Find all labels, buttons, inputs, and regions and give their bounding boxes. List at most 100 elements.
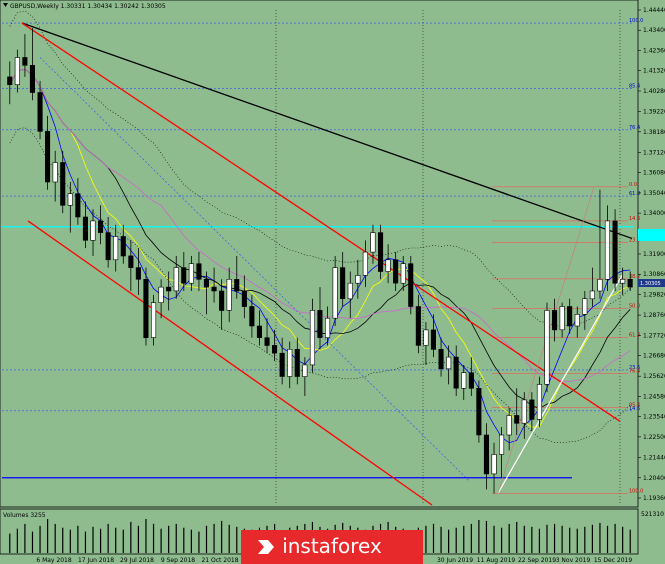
- price-tick-label-20: 1.23540: [643, 414, 665, 421]
- current-price-badge: [638, 279, 665, 287]
- candle-body-52: [400, 263, 406, 284]
- fib-right-label-3: 38.2: [629, 274, 640, 280]
- candle-body-24: [188, 263, 194, 284]
- candle-body-54: [415, 306, 421, 346]
- candle-body-64: [491, 454, 497, 475]
- candle-body-3: [29, 65, 36, 93]
- candle-body-31: [241, 290, 247, 307]
- fib-left-label-2: 76.4: [629, 125, 640, 131]
- channel-lower-line: [27, 220, 433, 506]
- candle-body-76: [582, 298, 588, 315]
- candle-body-56: [430, 329, 437, 350]
- fib-left-label-0: 100.0: [629, 18, 643, 24]
- candle-body-25: [196, 263, 202, 280]
- candle-body-62: [476, 387, 482, 436]
- candle-body-32: [249, 306, 255, 327]
- candle-body-8: [67, 193, 73, 206]
- candle-body-28: [219, 290, 225, 311]
- fib-right-label-5: 61.8: [629, 333, 640, 339]
- candle-body-36: [279, 352, 285, 377]
- candle-body-79: [604, 220, 611, 280]
- price-tick-label-5: 1.39220: [643, 109, 665, 116]
- fib-right-label-7: 85.4: [629, 403, 640, 409]
- candle-body-17: [135, 267, 141, 280]
- candle-body-29: [226, 278, 232, 311]
- candle-body-19: [151, 302, 157, 338]
- price-tick-label-2: 1.42360: [643, 47, 665, 54]
- candle-body-12: [98, 220, 104, 233]
- candle-body-20: [158, 286, 164, 304]
- candle-body-9: [75, 193, 81, 218]
- date-tick-label-2: 29 Jul 2018: [120, 557, 154, 564]
- candle-body-16: [128, 255, 134, 268]
- candle-body-65: [498, 434, 505, 455]
- candle-body-51: [393, 259, 399, 284]
- candle-body-70: [536, 384, 543, 420]
- candle-body-5: [44, 131, 51, 183]
- candle-body-49: [377, 232, 384, 272]
- header-dropdown-icon[interactable]: [3, 3, 8, 7]
- price-tick-label-16: 1.27720: [643, 332, 665, 339]
- candle-body-47: [362, 251, 368, 276]
- instaforex-mark-icon: [258, 540, 274, 554]
- candle-body-14: [113, 236, 119, 261]
- descending-trendline: [21, 22, 633, 240]
- date-tick-label-7: 22 Sep 2019: [518, 557, 556, 564]
- fib-left-label-4: 23.6: [629, 365, 640, 371]
- candle-body-21: [166, 286, 172, 292]
- candle-body-10: [82, 216, 88, 241]
- logo-text: instaforex: [282, 534, 382, 558]
- price-tick-label-19: 1.24580: [643, 393, 665, 400]
- price-tick-label-14: 1.29820: [643, 291, 665, 298]
- trend-drawings: [21, 22, 633, 506]
- ascending-support-line: [497, 275, 623, 494]
- price-tick-label-3: 1.41320: [643, 68, 665, 75]
- fib-right-label-6: 76.4: [629, 369, 640, 375]
- candle-body-4: [37, 92, 43, 132]
- date-tick-label-5: 30 Jun 2019: [437, 557, 473, 564]
- candle-body-67: [514, 415, 520, 424]
- fib-left-label-5: 14.6: [629, 406, 640, 412]
- price-tick-label-0: 1.44440: [643, 7, 665, 14]
- candle-body-46: [355, 275, 361, 284]
- date-tick-label-9: 15 Dec 2019: [594, 557, 633, 564]
- volume-label: Volumes 3255: [3, 512, 46, 519]
- candle-body-6: [52, 162, 58, 183]
- fib-right-label-0: 0.0: [629, 182, 637, 188]
- band-lower-line: [9, 127, 631, 444]
- candle-body-7: [60, 162, 66, 206]
- instaforex-logo[interactable]: instaforex: [241, 530, 423, 564]
- candle-body-75: [574, 313, 580, 327]
- candle-body-43: [332, 267, 338, 319]
- candle-body-35: [271, 345, 278, 354]
- candle-body-59: [453, 356, 459, 389]
- candle-body-2: [22, 57, 28, 66]
- date-tick-label-3: 9 Sep 2018: [161, 557, 195, 564]
- candle-body-57: [438, 348, 444, 370]
- price-tick-label-10: 1.34000: [643, 210, 665, 217]
- price-tick-label-7: 1.37120: [643, 149, 665, 156]
- volume-scale-max: 521310: [641, 511, 664, 518]
- candle-body-68: [521, 399, 527, 424]
- date-axis: 6 May 2018 17 Jun 2018 29 Jul 2018 9 Sep 20…: [36, 557, 632, 564]
- candle-body-48: [370, 232, 376, 253]
- candle-body-44: [340, 267, 346, 300]
- candle-body-27: [211, 286, 217, 292]
- candle-body-15: [120, 236, 126, 257]
- candle-body-53: [408, 263, 414, 307]
- candle-body-0: [7, 76, 13, 86]
- band-upper-line: [9, 10, 631, 327]
- candle-body-63: [483, 434, 490, 475]
- candle-body-74: [567, 306, 573, 327]
- candle-body-18: [143, 278, 149, 338]
- fib-left-label-1: 85.4: [629, 83, 640, 89]
- date-tick-label-1: 17 Jun 2018: [78, 557, 114, 564]
- price-tick-label-1: 1.43400: [643, 27, 665, 34]
- candle-body-34: [264, 337, 270, 346]
- candle-body-22: [173, 267, 179, 292]
- fib-right-label-4: 50.0: [629, 303, 640, 309]
- price-tick-label-8: 1.36080: [643, 170, 665, 177]
- date-tick-label-8: 3 Nov 2019: [556, 557, 591, 564]
